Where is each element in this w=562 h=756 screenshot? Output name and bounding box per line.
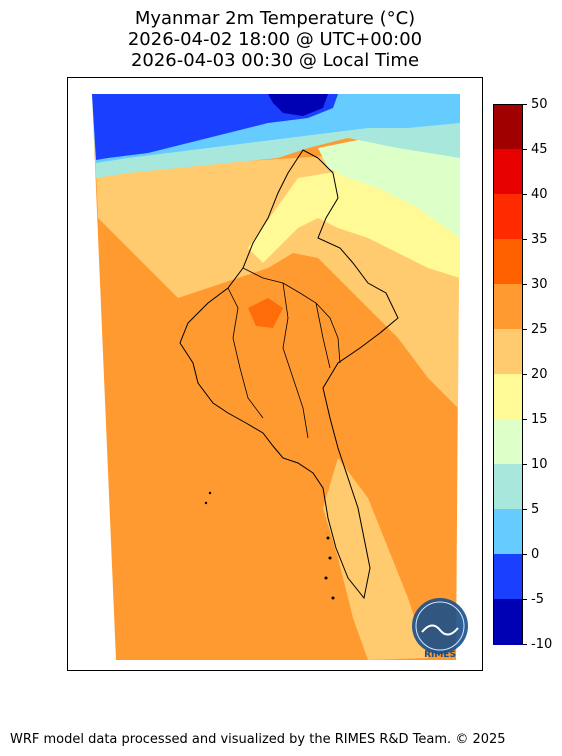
colorbar-segment <box>493 419 523 465</box>
colorbar-tick <box>523 149 527 150</box>
colorbar-tick <box>523 419 527 420</box>
temperature-map: RIMES <box>92 94 468 660</box>
colorbar: 50 45 40 35 30 25 20 15 10 5 0 -5 -10 <box>493 98 552 651</box>
colorbar-tick-label: 40 <box>531 187 548 202</box>
band-20-25 <box>248 168 460 278</box>
colorbar-tick-label: -5 <box>531 592 544 607</box>
logo-text: RIMES <box>424 650 456 660</box>
colorbar-tick <box>523 464 527 465</box>
colorbar-segment <box>493 329 523 375</box>
map-panel: RIMES <box>67 77 483 671</box>
title-line-1: Myanmar 2m Temperature (°C) <box>134 8 416 29</box>
colorbar-segment <box>493 464 523 510</box>
colorbar-tick <box>523 104 527 105</box>
map-title: Myanmar 2m Temperature (°C) 2026-04-02 1… <box>0 8 550 71</box>
colorbar-border <box>493 104 523 644</box>
colorbar-tick <box>523 194 527 195</box>
colorbar-segment <box>493 194 523 240</box>
band-15-20 <box>318 138 460 238</box>
colorbar-segment <box>493 239 523 285</box>
colorbar-tick-label: 15 <box>531 412 548 427</box>
colorbar-segment <box>493 104 523 150</box>
coast-strip <box>323 458 428 660</box>
title-line-3: 2026-04-03 00:30 @ Local Time <box>130 50 420 71</box>
title-line-2: 2026-04-02 18:00 @ UTC+00:00 <box>127 29 423 50</box>
band-neg5-0 <box>268 94 328 116</box>
colorbar-tick <box>523 599 527 600</box>
colorbar-tick-label: 30 <box>531 277 548 292</box>
band-0-5 <box>92 94 338 160</box>
colorbar-segment <box>493 149 523 195</box>
colorbar-tick <box>523 509 527 510</box>
colorbar-segment <box>493 554 523 600</box>
colorbar-tick-label: 35 <box>531 232 548 247</box>
border-outline <box>179 149 399 600</box>
colorbar-segment <box>493 509 523 555</box>
colorbar-tick <box>523 329 527 330</box>
warm-spot <box>248 298 283 328</box>
colorbar-segment <box>493 374 523 420</box>
colorbar-tick-label: -10 <box>531 637 553 652</box>
colorbar-tick-label: 50 <box>531 97 548 112</box>
colorbar-tick-label: 45 <box>531 142 548 157</box>
colorbar-tick <box>523 284 527 285</box>
colorbar-segment <box>493 284 523 330</box>
colorbar-tick-label: 25 <box>531 322 548 337</box>
border-internal-1 <box>242 267 341 364</box>
islands <box>204 491 335 600</box>
rimes-logo: RIMES <box>412 598 468 660</box>
colorbar-tick-label: 10 <box>531 457 548 472</box>
footer-credit: WRF model data processed and visualized … <box>10 732 506 747</box>
colorbar-segment <box>493 599 523 645</box>
colorbar-tick <box>523 239 527 240</box>
border-internal-4 <box>315 302 331 369</box>
colorbar-tick <box>523 374 527 375</box>
colorbar-tick <box>523 554 527 555</box>
colorbar-tick-label: 20 <box>531 367 548 382</box>
colorbar-tick-label: 0 <box>531 547 540 562</box>
colorbar-tick-label: 5 <box>531 502 540 517</box>
border-internal-3 <box>282 282 309 439</box>
border-internal-2 <box>227 287 264 419</box>
colorbar-tick <box>523 644 527 645</box>
